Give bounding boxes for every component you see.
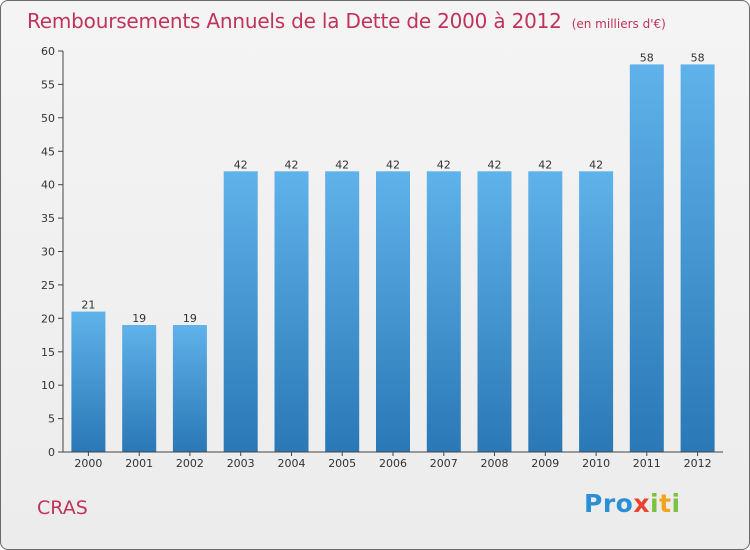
bar-2005 — [325, 171, 360, 453]
x-tick-label-2010: 2010 — [582, 457, 610, 470]
value-label-2000: 21 — [81, 299, 95, 312]
value-label-2002: 19 — [183, 312, 197, 325]
x-tick-label-2003: 2003 — [227, 457, 255, 470]
value-label-2006: 42 — [386, 158, 400, 171]
y-tick-label-60: 60 — [41, 45, 55, 58]
axes-group: 2000 2001 2002 2003 2004 2005 2006 2007 2008 2009… — [41, 45, 723, 470]
y-tick-label-40: 40 — [41, 179, 55, 192]
y-tick-label-35: 35 — [41, 212, 55, 225]
value-label-2004: 42 — [285, 158, 299, 171]
y-tick-label-15: 15 — [41, 346, 55, 359]
y-tick-label-30: 30 — [41, 246, 55, 259]
value-label-2003: 42 — [234, 158, 248, 171]
bar-2003 — [223, 171, 258, 453]
x-tick-label-2001: 2001 — [125, 457, 153, 470]
commune-name: CRAS — [37, 497, 88, 519]
chart-title: Remboursements Annuels de la Dette de 20… — [27, 9, 666, 33]
value-labels-group: 21 19 19 42 42 42 42 42 42 42 42 58 58 — [81, 51, 704, 325]
value-label-2009: 42 — [538, 158, 552, 171]
bar-2007 — [426, 171, 461, 453]
value-label-2008: 42 — [488, 158, 502, 171]
x-tick-label-2005: 2005 — [328, 457, 356, 470]
value-label-2007: 42 — [437, 158, 451, 171]
logo-letter-4: i — [650, 489, 660, 518]
logo-letter-2: o — [615, 489, 634, 518]
bar-2001 — [122, 325, 157, 452]
bars-group — [71, 64, 715, 453]
value-label-2011: 58 — [640, 51, 654, 64]
logo-letter-1: r — [602, 489, 616, 518]
value-label-2001: 19 — [132, 312, 146, 325]
x-tick-label-2002: 2002 — [176, 457, 204, 470]
x-tick-label-2000: 2000 — [74, 457, 102, 470]
chart-title-unit: (en milliers d'€) — [571, 17, 666, 31]
y-tick-label-5: 5 — [48, 413, 55, 426]
proxiti-logo: Proxiti — [584, 489, 681, 518]
y-tick-label-50: 50 — [41, 112, 55, 125]
bar-2002 — [172, 325, 207, 452]
bar-2012 — [680, 64, 715, 453]
y-tick-label-10: 10 — [41, 379, 55, 392]
x-tick-label-2006: 2006 — [379, 457, 407, 470]
bar-2004 — [274, 171, 309, 453]
y-tick-label-25: 25 — [41, 279, 55, 292]
x-tick-label-2004: 2004 — [278, 457, 306, 470]
bar-2006 — [376, 171, 410, 453]
x-tick-label-2008: 2008 — [481, 457, 509, 470]
bar-2009 — [528, 171, 563, 453]
logo-letter-5: t — [659, 489, 672, 518]
x-tick-label-2009: 2009 — [531, 457, 559, 470]
logo-letter-3: x — [633, 489, 650, 518]
value-label-2010: 42 — [589, 158, 603, 171]
y-tick-label-45: 45 — [41, 145, 55, 158]
bar-2008 — [477, 171, 512, 453]
x-tick-label-2011: 2011 — [633, 457, 661, 470]
y-tick-label-0: 0 — [48, 446, 55, 459]
y-tick-label-20: 20 — [41, 312, 55, 325]
value-label-2012: 58 — [691, 51, 705, 64]
logo-letter-0: P — [584, 489, 603, 518]
bar-2011 — [629, 64, 664, 453]
bar-2000 — [71, 311, 106, 452]
chart-title-main: Remboursements Annuels de la Dette de 20… — [27, 9, 562, 33]
y-tick-label-55: 55 — [41, 78, 55, 91]
logo-letter-6: i — [671, 489, 681, 518]
x-tick-label-2012: 2012 — [684, 457, 712, 470]
bar-2010 — [579, 171, 614, 453]
x-tick-label-2007: 2007 — [430, 457, 458, 470]
value-label-2005: 42 — [335, 158, 349, 171]
